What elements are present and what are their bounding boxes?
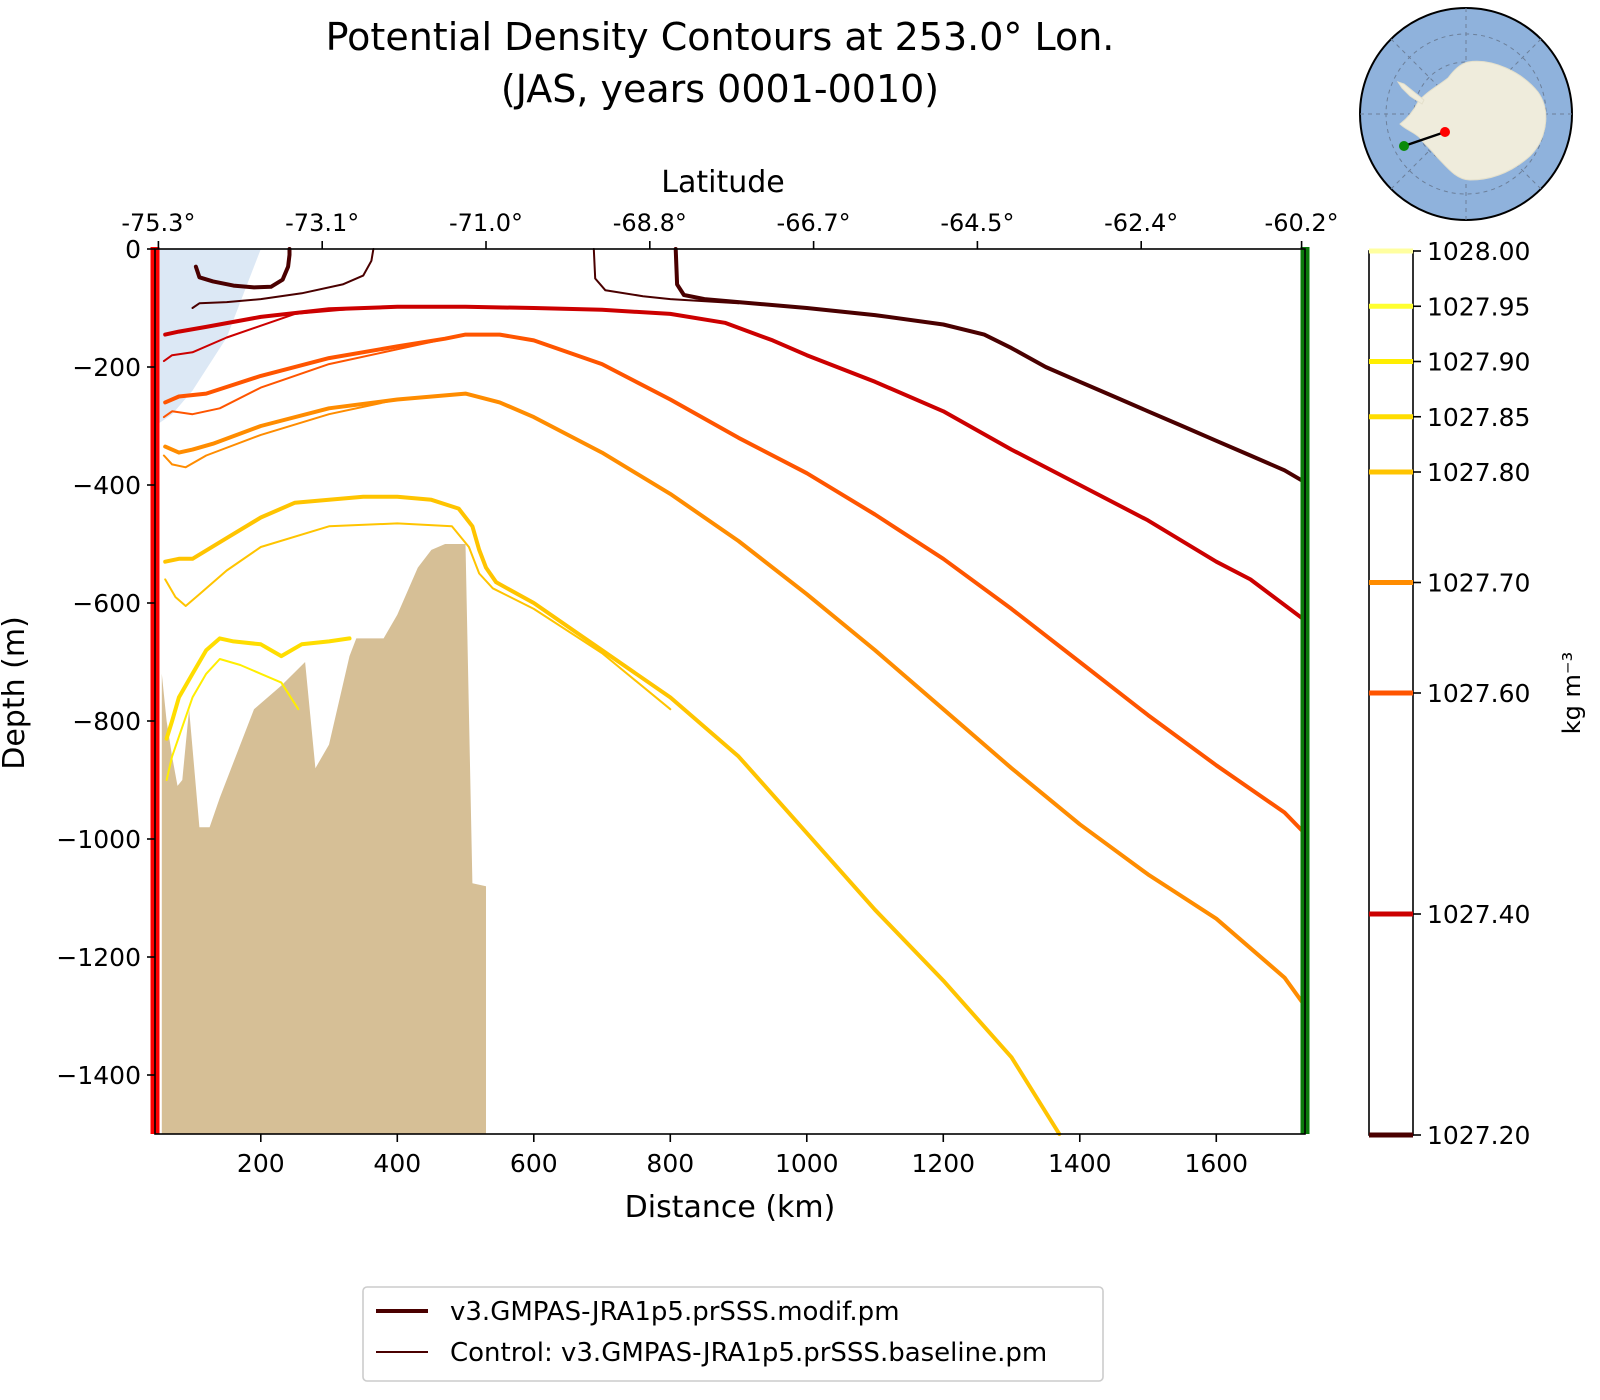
contour-baseline-1027-4-5 (162, 305, 501, 363)
latitude-tick-label: -64.5° (940, 209, 1014, 237)
colorbar-tick-label: 1027.60 (1427, 679, 1530, 708)
x-axis-label: Distance (km) (625, 1190, 836, 1225)
colorbar-tick-label: 1027.85 (1427, 403, 1530, 432)
x-tick-label: 1200 (911, 1149, 975, 1178)
x-axis: 200 400 600 800 1000 1200 1400 1600 (237, 1134, 1248, 1178)
contour-modif-1027-2-1 (673, 247, 1304, 483)
section-line (1403, 130, 1446, 148)
latitude-tick-label: -68.8° (613, 209, 687, 237)
x-tick-label: 1000 (775, 1149, 839, 1178)
contour-baseline-1027-6-7 (162, 336, 453, 419)
x-tick-label: 400 (373, 1149, 421, 1178)
section-end-marker (1399, 141, 1409, 151)
y-tick-label: −200 (72, 353, 141, 382)
colorbar-tick-label: 1027.80 (1427, 458, 1530, 487)
y-tick-label: 0 (125, 235, 141, 264)
location-inset-map (1359, 7, 1573, 221)
contour-baseline-1027-8-11 (164, 522, 672, 711)
colorbar-tick-label: 1027.70 (1427, 569, 1530, 598)
plot-area (150, 247, 1310, 1136)
colorbar-tick-label: 1027.20 (1427, 1121, 1530, 1150)
x-tick-label: 800 (646, 1149, 694, 1178)
x-tick-label: 1400 (1048, 1149, 1112, 1178)
chart-title: Potential Density Contours at 253.0° Lon… (326, 15, 1115, 59)
colorbar-label: kg m⁻³ (1558, 652, 1586, 734)
legend-label-modif: v3.GMPAS-JRA1p5.prSSS.modif.pm (450, 1297, 900, 1327)
seafloor-bathymetry (161, 544, 487, 1134)
legend-box (362, 1286, 1104, 1382)
contour-baseline-1027-2-2 (191, 248, 375, 309)
x-tick-label: 1600 (1184, 1149, 1248, 1178)
latitude-tick-label: -62.4° (1104, 209, 1178, 237)
contour-modif-1027-7-8 (163, 391, 1304, 1004)
y-tick-label: −400 (72, 471, 141, 500)
section-start-marker (1440, 127, 1450, 137)
y-axis-label: Depth (m) (0, 616, 32, 770)
contour-modif-1027-8-10 (163, 494, 1062, 1136)
y-tick-label: −600 (72, 589, 141, 618)
legend: v3.GMPAS-JRA1p5.prSSS.modif.pm Control: … (362, 1286, 1104, 1382)
y-tick-label: −1000 (56, 825, 141, 854)
latitude-tick-label: -71.0° (449, 209, 523, 237)
contour-baseline-1027-7-9 (162, 392, 460, 469)
x-tick-label: 600 (510, 1149, 558, 1178)
chart-subtitle: (JAS, years 0001-0010) (501, 67, 939, 111)
colorbar-tick-label: 1028.00 (1427, 237, 1530, 266)
antarctic-peninsula (1396, 81, 1425, 105)
colorbar: 1028.00 1027.95 1027.90 1027.85 1027.80 1027.… (1368, 237, 1586, 1150)
latitude-tick-label: -66.7° (777, 209, 851, 237)
y-tick-label: −1400 (56, 1061, 141, 1090)
latitude-axis: -75.3° -73.1° -71.0° -68.8° -66.7° -64.5° -62.… (121, 209, 1339, 249)
y-tick-label: −1200 (56, 943, 141, 972)
contour-modif-1027-4-4 (163, 304, 1304, 620)
latitude-tick-label: -75.3° (121, 209, 195, 237)
ice-shelf (155, 249, 261, 426)
contour-baseline-1027-85-13 (165, 658, 300, 781)
latitude-tick-label: -73.1° (285, 209, 359, 237)
colorbar-tick-label: 1027.40 (1427, 900, 1530, 929)
x-tick-label: 200 (237, 1149, 285, 1178)
legend-label-baseline: Control: v3.GMPAS-JRA1p5.prSSS.baseline.… (450, 1338, 1047, 1368)
plot-frame (154, 248, 1306, 1135)
contour-modif-1027-2-0 (193, 247, 292, 290)
colorbar-tick-label: 1027.95 (1427, 292, 1530, 321)
colorbar-tick-label: 1027.90 (1427, 348, 1530, 377)
antarctica-landmass (1399, 60, 1547, 181)
top-axis-label: Latitude (661, 165, 784, 200)
y-axis: 0 −200 −400 −600 −800 −1000 −1200 −1400 (56, 235, 155, 1090)
contour-baseline-1027-2-3 (592, 248, 740, 305)
contour-modif-1027-6-6 (163, 332, 1304, 833)
latitude-tick-label: -60.2° (1265, 209, 1339, 237)
y-tick-label: −800 (72, 707, 141, 736)
contour-modif-1027-85-12 (164, 636, 352, 741)
